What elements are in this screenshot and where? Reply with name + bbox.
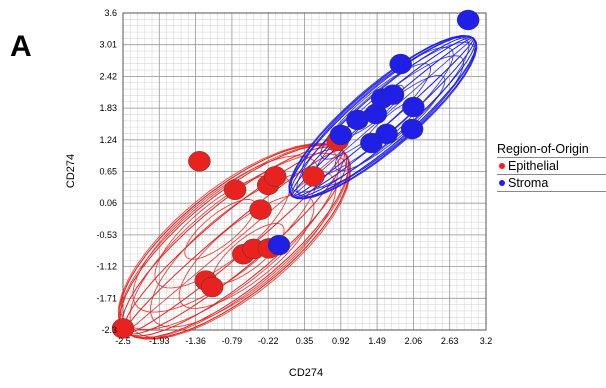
stroma-data-point (267, 234, 291, 256)
stroma-data-point (389, 53, 412, 75)
legend-item-epithelial: Epithelial (497, 158, 606, 175)
panel-label: A (10, 30, 32, 63)
y-tick-label: -2.3 (101, 325, 117, 335)
epithelial-data-point (200, 276, 224, 298)
data-points (111, 9, 480, 339)
epithelial-data-point (302, 166, 325, 187)
epithelial-data-point (188, 151, 211, 172)
y-axis-label: CD274 (65, 154, 77, 188)
legend: Region-of-Origin Epithelial Stroma (497, 142, 606, 192)
y-tick-label: -1.71 (96, 293, 117, 303)
legend-label-stroma: Stroma (508, 176, 549, 190)
epithelial-data-point (223, 179, 247, 200)
stroma-data-point (402, 96, 425, 118)
stroma-data-point (375, 123, 398, 145)
epithelial-dot-icon (499, 163, 505, 169)
stroma-data-point (329, 124, 352, 146)
y-tick-label: 1.24 (99, 135, 117, 145)
x-tick-label: 3.2 (480, 336, 493, 346)
stroma-data-point (381, 84, 405, 105)
legend-title: Region-of-Origin (497, 142, 606, 158)
y-tick-label: 0.06 (99, 198, 117, 208)
stroma-dot-icon (499, 180, 505, 186)
tick-labels: -2.5 -1.93 -1.36 -0.79 -0.22 0.35 0.92 1.49 2.06… (96, 8, 492, 346)
x-tick-label: -0.79 (222, 336, 243, 346)
stroma-data-point (400, 118, 424, 140)
x-tick-label: -0.22 (258, 336, 279, 346)
epithelial-data-point (264, 166, 287, 187)
x-tick-label: -1.93 (149, 336, 170, 346)
plot-frame (122, 12, 487, 331)
y-tick-label: 3.01 (99, 40, 117, 50)
x-tick-label: -2.5 (115, 336, 131, 346)
x-tick-label: 2.06 (405, 336, 423, 346)
x-tick-label: -1.36 (185, 336, 206, 346)
y-tick-label: 2.42 (99, 71, 117, 81)
y-tick-label: 1.83 (99, 103, 117, 113)
x-tick-label: 0.92 (332, 336, 350, 346)
epithelial-data-point (249, 199, 272, 220)
x-axis-label: CD274 (289, 367, 323, 379)
stroma-data-point (456, 9, 480, 31)
x-tick-label: 2.63 (441, 336, 459, 346)
y-tick-label: 3.6 (104, 8, 117, 18)
legend-label-epithelial: Epithelial (508, 159, 559, 173)
y-tick-label: 0.65 (99, 167, 117, 177)
epithelial-data-point (111, 318, 135, 339)
x-tick-label: 1.49 (368, 336, 386, 346)
y-tick-label: -0.53 (96, 230, 117, 240)
legend-item-stroma: Stroma (497, 175, 606, 192)
y-tick-label: -1.12 (96, 262, 117, 272)
x-tick-label: 0.35 (296, 336, 314, 346)
confidence-ellipses (117, 35, 478, 340)
